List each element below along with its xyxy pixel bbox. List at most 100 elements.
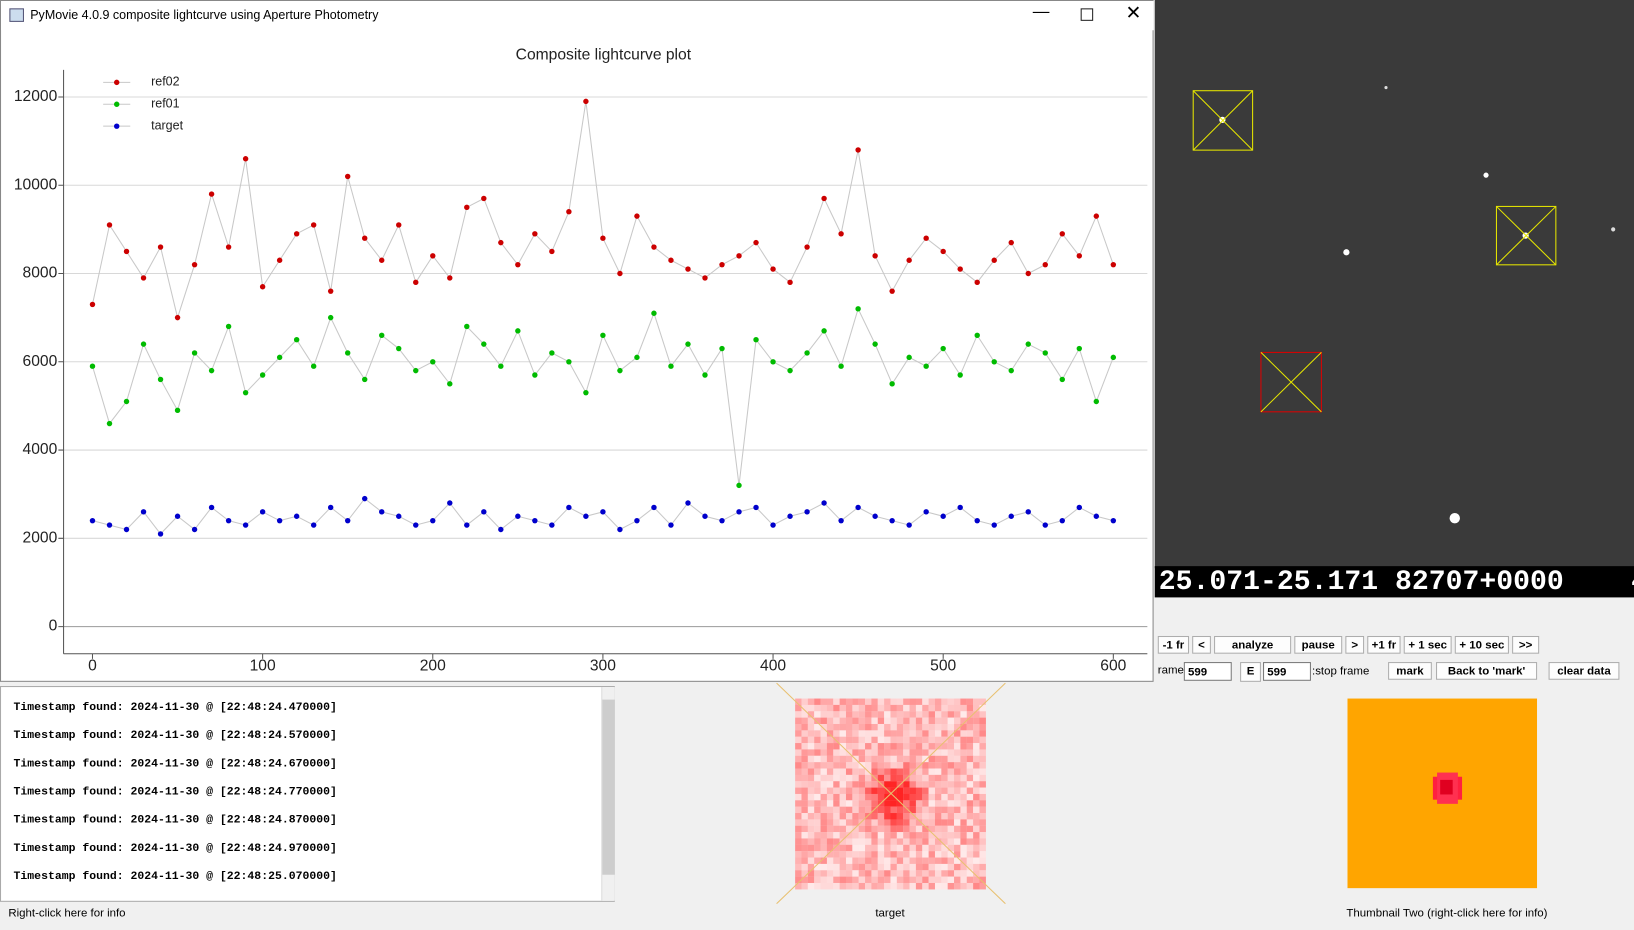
nav-button[interactable]: >> bbox=[1512, 635, 1540, 654]
data-point bbox=[736, 509, 742, 515]
pixel bbox=[934, 768, 942, 775]
pixel bbox=[915, 819, 923, 826]
pixel bbox=[884, 704, 891, 712]
stop-input[interactable]: 599 bbox=[1263, 662, 1311, 681]
pixel bbox=[814, 787, 821, 795]
nav-button[interactable]: < bbox=[1192, 635, 1211, 654]
pixel bbox=[858, 825, 866, 833]
pixel bbox=[909, 762, 917, 769]
nav-button[interactable]: > bbox=[1345, 635, 1365, 654]
pixel bbox=[814, 851, 821, 858]
data-point bbox=[225, 323, 232, 330]
pixel bbox=[807, 863, 815, 871]
pixel bbox=[833, 755, 840, 763]
pixel bbox=[979, 832, 986, 839]
pixel bbox=[979, 774, 986, 782]
pixel bbox=[934, 870, 942, 877]
status-left[interactable]: Right-click here for info bbox=[8, 907, 126, 920]
pixel bbox=[903, 806, 910, 814]
pixel bbox=[826, 813, 834, 820]
pixel bbox=[845, 832, 853, 839]
pixel bbox=[979, 762, 986, 769]
pixel bbox=[922, 768, 929, 775]
pixel bbox=[915, 825, 923, 833]
pixel bbox=[858, 844, 866, 852]
action-button[interactable]: Back to 'mark' bbox=[1436, 662, 1538, 680]
data-point bbox=[191, 526, 198, 533]
pixel bbox=[947, 800, 955, 807]
pixel bbox=[884, 711, 891, 718]
action-button[interactable]: clear data bbox=[1548, 662, 1620, 680]
pixel bbox=[954, 793, 961, 801]
pixel bbox=[807, 813, 815, 820]
pixel bbox=[826, 863, 834, 871]
pixel bbox=[833, 838, 840, 845]
pixel bbox=[890, 698, 897, 706]
frame-input[interactable]: 599 bbox=[1183, 662, 1232, 681]
pixel bbox=[947, 711, 955, 718]
pixel bbox=[807, 717, 815, 725]
e-button[interactable]: E bbox=[1240, 662, 1261, 682]
pixel bbox=[890, 870, 897, 877]
pixel bbox=[865, 762, 872, 769]
nav-button[interactable]: + 10 sec bbox=[1454, 635, 1509, 654]
data-point bbox=[362, 495, 368, 502]
minimize[interactable]: — bbox=[1032, 3, 1050, 21]
pixel bbox=[807, 851, 815, 858]
pixel bbox=[941, 723, 948, 731]
nav-button[interactable]: analyze bbox=[1214, 635, 1292, 654]
scrollbar[interactable] bbox=[601, 687, 615, 901]
pixel bbox=[852, 736, 859, 744]
pixel bbox=[884, 730, 891, 737]
data-point bbox=[855, 504, 861, 511]
guide bbox=[776, 682, 1006, 904]
data-point bbox=[889, 381, 895, 387]
data-point bbox=[651, 504, 657, 511]
pixel bbox=[966, 736, 974, 744]
pixel bbox=[877, 736, 885, 744]
close[interactable]: ✕ bbox=[1125, 2, 1142, 23]
nav-button[interactable]: + 1 sec bbox=[1403, 635, 1452, 654]
data-point bbox=[804, 350, 810, 356]
pixel bbox=[839, 704, 847, 712]
pixel bbox=[839, 851, 847, 858]
pixel bbox=[795, 800, 802, 807]
pixel bbox=[954, 749, 961, 756]
pixel bbox=[839, 762, 847, 769]
nav-button[interactable]: +1 fr bbox=[1367, 635, 1401, 654]
pixel bbox=[865, 736, 872, 744]
nav-button[interactable]: pause bbox=[1294, 635, 1343, 654]
pixel bbox=[947, 882, 955, 890]
pixel bbox=[922, 844, 929, 852]
maximize[interactable] bbox=[1080, 8, 1094, 21]
pixel bbox=[852, 876, 859, 884]
pixel bbox=[890, 832, 897, 839]
pixel bbox=[865, 806, 872, 814]
log-line: Timestamp found: 2024-11-30 @ [22:48:24.… bbox=[13, 814, 337, 827]
nav-button[interactable]: -1 fr bbox=[1157, 635, 1190, 654]
pixel bbox=[922, 825, 929, 833]
pixel bbox=[858, 863, 866, 871]
pixel bbox=[922, 723, 929, 731]
data-point bbox=[344, 173, 351, 180]
pixel bbox=[871, 819, 878, 826]
pixel bbox=[915, 787, 923, 795]
pixel bbox=[852, 730, 859, 737]
pixel bbox=[820, 781, 828, 788]
pixel bbox=[909, 774, 917, 782]
status-right[interactable]: Thumbnail Two (right-click here for info… bbox=[1346, 907, 1548, 920]
pixel bbox=[922, 870, 929, 877]
pixel bbox=[871, 755, 878, 763]
status-middle: target bbox=[875, 907, 905, 920]
pixel bbox=[833, 781, 840, 788]
pixel bbox=[871, 800, 878, 807]
pixel bbox=[871, 838, 878, 845]
pixel bbox=[966, 825, 974, 833]
pixel bbox=[934, 882, 942, 890]
pixel bbox=[922, 755, 929, 763]
pixel bbox=[960, 755, 967, 763]
pixel bbox=[934, 825, 942, 833]
action-button[interactable]: mark bbox=[1388, 662, 1432, 680]
pixel bbox=[909, 723, 917, 731]
data-point bbox=[923, 509, 929, 515]
